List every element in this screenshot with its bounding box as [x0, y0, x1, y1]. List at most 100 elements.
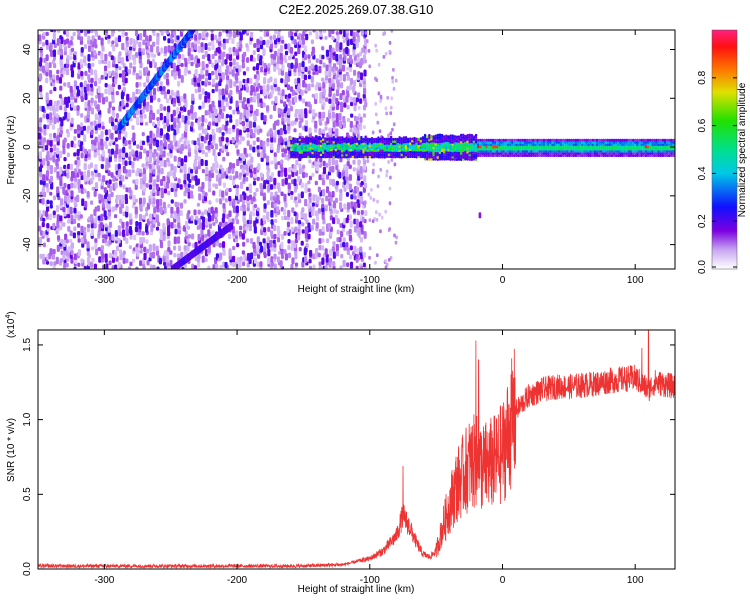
heatmap-cell: [455, 137, 459, 141]
heatmap-cell: [510, 140, 514, 144]
heatmap-cell: [326, 146, 329, 150]
heatmap-cell: [523, 151, 527, 155]
heatmap-cell: [293, 39, 297, 45]
heatmap-cell: [56, 74, 60, 81]
heatmap-cell: [250, 156, 254, 163]
heatmap-cell: [438, 155, 442, 159]
heatmap-cell: [502, 147, 505, 151]
heatmap-cell: [290, 141, 293, 145]
heatmap-cell: [583, 151, 586, 155]
heatmap-cell: [343, 150, 346, 154]
heatmap-cell: [453, 153, 457, 157]
heatmap-cell: [262, 238, 266, 244]
heatmap-cell: [173, 92, 177, 98]
heatmap-cell: [415, 140, 418, 143]
heatmap-cell: [324, 264, 328, 269]
heatmap-cell: [362, 164, 367, 171]
heatmap-cell: [290, 137, 293, 140]
heatmap-cell: [49, 200, 53, 205]
heatmap-cell: [319, 59, 323, 65]
heatmap-cell: [368, 148, 372, 152]
heatmap-cell: [232, 65, 236, 71]
heatmap-cell: [259, 139, 263, 148]
heatmap-cell: [125, 102, 129, 108]
heatmap-cell: [217, 151, 221, 157]
heatmap-cell: [406, 148, 410, 152]
heatmap-cell: [73, 198, 77, 207]
heatmap-cell: [328, 144, 331, 148]
heatmap-cell: [296, 234, 301, 241]
heatmap-cell: [602, 151, 605, 155]
heatmap-cell: [572, 145, 575, 149]
heatmap-cell: [86, 256, 91, 264]
heatmap-cell: [521, 151, 524, 155]
heatmap-cell: [540, 151, 544, 155]
heatmap-cell: [84, 200, 88, 208]
heatmap-cell: [451, 157, 454, 161]
heatmap-cell: [421, 142, 425, 146]
heatmap-cell: [332, 140, 336, 144]
heatmap-cell: [574, 145, 578, 149]
heatmap-cell: [576, 147, 580, 151]
heatmap-cell: [398, 136, 401, 140]
heatmap-cell: [353, 104, 357, 112]
heatmap-cell: [604, 154, 607, 158]
heatmap-cell: [97, 50, 101, 56]
heatmap-cell: [438, 146, 442, 150]
heatmap-cell: [62, 186, 66, 195]
heatmap-cell: [549, 145, 552, 149]
heatmap-cell: [447, 152, 450, 156]
heatmap-cell: [155, 152, 159, 157]
heatmap-cell: [80, 47, 84, 53]
heatmap-cell: [249, 54, 254, 62]
heatmap-cell: [555, 147, 558, 151]
heatmap-cell: [273, 263, 277, 269]
heatmap-cell: [404, 148, 408, 152]
heatmap-cell: [58, 76, 63, 84]
heatmap-cell: [400, 148, 403, 152]
heatmap-cell: [56, 235, 61, 241]
heatmap-cell: [259, 128, 263, 133]
heatmap-cell: [351, 150, 355, 154]
heatmap-cell: [177, 53, 182, 59]
heatmap-cell: [262, 145, 266, 150]
heatmap-cell: [366, 151, 369, 155]
heatmap-cell: [355, 142, 359, 146]
heatmap-cell: [330, 146, 333, 150]
heatmap-cell: [39, 178, 43, 185]
heatmap-cell: [280, 253, 285, 260]
heatmap-cell: [173, 236, 177, 245]
heatmap-cell: [436, 147, 440, 151]
heatmap-cell: [445, 143, 448, 147]
heatmap-cell: [39, 253, 43, 259]
heatmap-cell: [432, 157, 435, 161]
heatmap-cell: [428, 149, 431, 153]
heatmap-cell: [379, 94, 383, 99]
heatmap-cell: [445, 148, 448, 152]
heatmap-cell: [118, 180, 123, 186]
heatmap-cell: [308, 109, 312, 114]
heatmap-cell: [587, 140, 590, 144]
heatmap-cell: [250, 252, 254, 260]
heatmap-cell: [207, 140, 211, 146]
heatmap-cell: [447, 141, 450, 145]
heatmap-cell: [139, 236, 143, 245]
heatmap-cell: [235, 85, 240, 93]
heatmap-cell: [151, 152, 156, 158]
heatmap-cell: [125, 226, 129, 232]
heatmap-cell: [375, 137, 378, 141]
heatmap-cell: [225, 120, 229, 126]
heatmap-cell: [156, 86, 160, 92]
heatmap-cell: [538, 147, 541, 151]
heatmap-cell: [118, 51, 122, 57]
heatmap-cell: [525, 140, 529, 144]
heatmap-cell: [375, 48, 378, 53]
heatmap-cell: [376, 184, 380, 189]
heatmap-cell: [396, 144, 399, 148]
heatmap-cell: [447, 157, 450, 161]
heatmap-cell: [311, 136, 314, 140]
heatmap-cell: [598, 140, 601, 144]
heatmap-cell: [196, 202, 201, 207]
heatmap-cell: [351, 139, 355, 142]
heatmap-cell: [177, 228, 181, 235]
